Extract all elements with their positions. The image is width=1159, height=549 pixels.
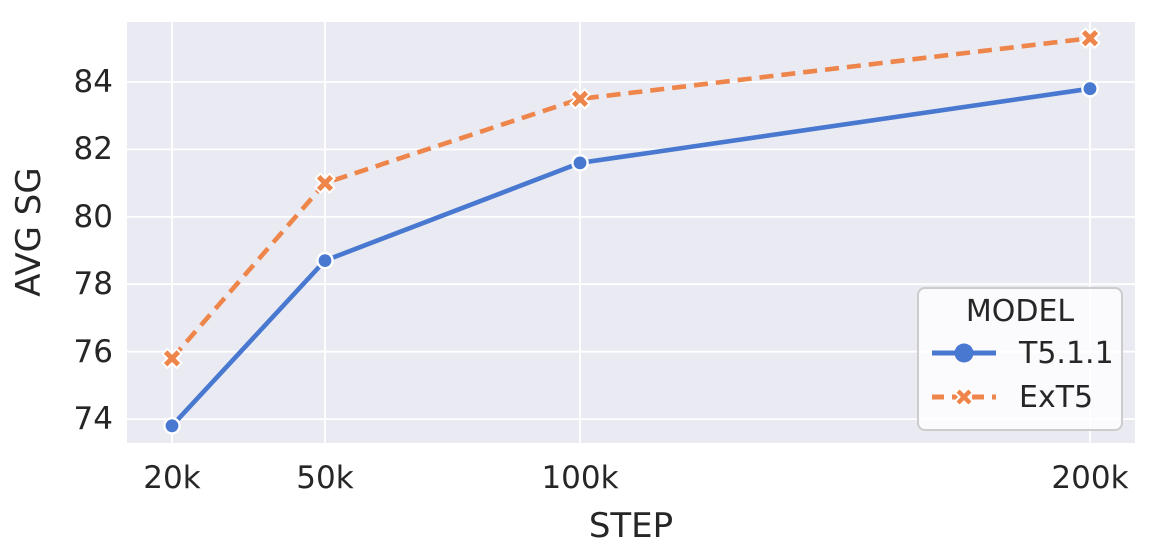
x-axis-label: STEP <box>588 506 674 546</box>
data-point-ExT5 <box>314 172 336 195</box>
x-tick-label: 200k <box>1051 460 1129 496</box>
legend: MODEL T5.1.1 ExT5 <box>917 287 1123 431</box>
y-tick-label: 84 <box>73 63 113 100</box>
data-point-T5.1.1 <box>571 154 589 172</box>
x-tick-label: 100k <box>541 460 619 496</box>
legend-label-t511: T5.1.1 <box>1019 335 1114 371</box>
y-tick-label: 76 <box>73 333 113 370</box>
y-axis-label: AVG SG <box>9 167 49 297</box>
series-line-T5.1.1 <box>170 86 1091 428</box>
legend-entry-t511: T5.1.1 <box>929 331 1114 375</box>
y-tick-label: 80 <box>73 198 113 235</box>
chart-svg <box>127 22 1135 443</box>
y-tick-label: 74 <box>73 401 113 438</box>
data-point-ExT5 <box>161 347 183 370</box>
legend-label-ext5: ExT5 <box>1019 379 1094 415</box>
legend-entry-ext5: ExT5 <box>929 375 1111 419</box>
x-tick-label: 50k <box>296 460 354 496</box>
line-circle-marker-icon <box>932 343 996 363</box>
plot-area <box>127 22 1135 443</box>
data-point-T5.1.1 <box>1081 79 1099 98</box>
data-point-T5.1.1 <box>163 416 181 435</box>
y-tick-label: 78 <box>73 266 113 303</box>
legend-title: MODEL <box>965 294 1075 329</box>
data-point-T5.1.1 <box>316 251 334 270</box>
x-tick-label: 20k <box>143 460 201 496</box>
data-point-ExT5 <box>569 87 591 110</box>
y-tick-label: 82 <box>73 131 113 168</box>
series-line-ExT5 <box>170 35 1091 360</box>
dashed-line-x-marker-icon <box>932 386 996 408</box>
data-point-ExT5 <box>1079 27 1101 50</box>
